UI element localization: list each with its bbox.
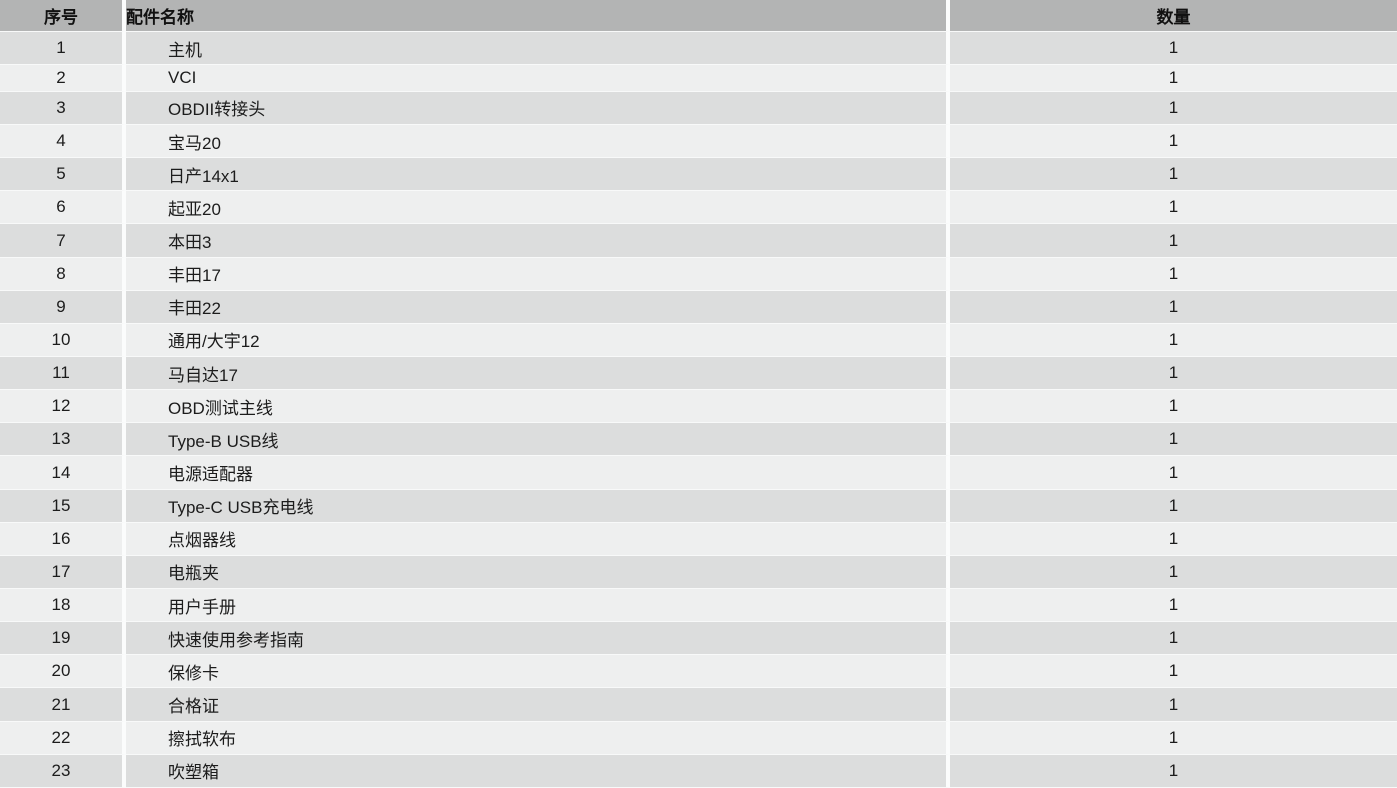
table-row: 18 用户手册 1 bbox=[0, 589, 1397, 623]
header-row: 序号 配件名称 数量 bbox=[0, 0, 1397, 32]
col-header-index: 序号 bbox=[0, 0, 126, 32]
cell-qty: 1 bbox=[950, 456, 1397, 490]
table-row: 10 通用/大宇12 1 bbox=[0, 323, 1397, 358]
cell-name: 吹塑箱 bbox=[126, 754, 950, 788]
cell-name: 电源适配器 bbox=[126, 456, 950, 490]
table-row: 13 Type-B USB线 1 bbox=[0, 423, 1397, 457]
cell-index: 16 bbox=[0, 522, 126, 556]
cell-index: 4 bbox=[0, 125, 126, 159]
cell-qty: 1 bbox=[950, 191, 1397, 225]
cell-index: 19 bbox=[0, 622, 126, 656]
cell-qty: 1 bbox=[950, 91, 1397, 126]
cell-name: 用户手册 bbox=[126, 589, 950, 623]
cell-index: 9 bbox=[0, 290, 126, 324]
table-row: 20 保修卡 1 bbox=[0, 655, 1397, 689]
cell-name: 主机 bbox=[126, 32, 950, 66]
table-row: 8 丰田17 1 bbox=[0, 257, 1397, 291]
cell-name: 丰田22 bbox=[126, 290, 950, 324]
cell-name: 合格证 bbox=[126, 688, 950, 722]
cell-qty: 1 bbox=[950, 224, 1397, 258]
cell-qty: 1 bbox=[950, 357, 1397, 391]
cell-name: 快速使用参考指南 bbox=[126, 622, 950, 656]
table-row: 5 日产14x1 1 bbox=[0, 158, 1397, 192]
cell-qty: 1 bbox=[950, 622, 1397, 656]
cell-name: Type-C USB充电线 bbox=[126, 489, 950, 523]
cell-name: 保修卡 bbox=[126, 655, 950, 689]
cell-qty: 1 bbox=[950, 489, 1397, 523]
cell-index: 20 bbox=[0, 655, 126, 689]
cell-name: 点烟器线 bbox=[126, 522, 950, 556]
cell-index: 13 bbox=[0, 423, 126, 457]
table-row: 16 点烟器线 1 bbox=[0, 522, 1397, 556]
cell-name: 本田3 bbox=[126, 224, 950, 258]
col-header-qty: 数量 bbox=[950, 0, 1397, 32]
cell-qty: 1 bbox=[950, 32, 1397, 66]
cell-index: 10 bbox=[0, 323, 126, 358]
cell-qty: 1 bbox=[950, 655, 1397, 689]
cell-name: VCI bbox=[126, 65, 950, 92]
cell-index: 22 bbox=[0, 721, 126, 755]
cell-name: 宝马20 bbox=[126, 125, 950, 159]
table-row: 11 马自达17 1 bbox=[0, 357, 1397, 391]
cell-qty: 1 bbox=[950, 65, 1397, 92]
cell-index: 1 bbox=[0, 32, 126, 66]
table-row: 1 主机 1 bbox=[0, 32, 1397, 66]
cell-index: 11 bbox=[0, 357, 126, 391]
table-row: 15 Type-C USB充电线 1 bbox=[0, 489, 1397, 523]
cell-index: 2 bbox=[0, 65, 126, 92]
cell-qty: 1 bbox=[950, 290, 1397, 324]
table-row: 22 擦拭软布 1 bbox=[0, 721, 1397, 755]
cell-qty: 1 bbox=[950, 522, 1397, 556]
table-row: 12 OBD测试主线 1 bbox=[0, 390, 1397, 424]
table-row: 14 电源适配器 1 bbox=[0, 456, 1397, 490]
cell-index: 23 bbox=[0, 754, 126, 788]
cell-name: 日产14x1 bbox=[126, 158, 950, 192]
cell-name: 擦拭软布 bbox=[126, 721, 950, 755]
table-row: 7 本田3 1 bbox=[0, 224, 1397, 258]
cell-index: 15 bbox=[0, 489, 126, 523]
col-header-name: 配件名称 bbox=[126, 0, 950, 32]
cell-qty: 1 bbox=[950, 125, 1397, 159]
cell-qty: 1 bbox=[950, 688, 1397, 722]
cell-index: 17 bbox=[0, 555, 126, 590]
cell-index: 8 bbox=[0, 257, 126, 291]
cell-qty: 1 bbox=[950, 323, 1397, 358]
cell-name: 丰田17 bbox=[126, 257, 950, 291]
cell-qty: 1 bbox=[950, 158, 1397, 192]
cell-name: OBD测试主线 bbox=[126, 390, 950, 424]
table-row: 23 吹塑箱 1 bbox=[0, 754, 1397, 788]
cell-qty: 1 bbox=[950, 589, 1397, 623]
cell-index: 6 bbox=[0, 191, 126, 225]
cell-name: 马自达17 bbox=[126, 357, 950, 391]
cell-name: Type-B USB线 bbox=[126, 423, 950, 457]
table-row: 19 快速使用参考指南 1 bbox=[0, 622, 1397, 656]
cell-qty: 1 bbox=[950, 257, 1397, 291]
cell-qty: 1 bbox=[950, 555, 1397, 590]
cell-name: 电瓶夹 bbox=[126, 555, 950, 590]
cell-name: 起亚20 bbox=[126, 191, 950, 225]
cell-index: 18 bbox=[0, 589, 126, 623]
table-row: 9 丰田22 1 bbox=[0, 290, 1397, 324]
cell-name: OBDII转接头 bbox=[126, 91, 950, 126]
cell-index: 14 bbox=[0, 456, 126, 490]
cell-qty: 1 bbox=[950, 754, 1397, 788]
table-row: 3 OBDII转接头 1 bbox=[0, 91, 1397, 126]
cell-index: 5 bbox=[0, 158, 126, 192]
cell-index: 12 bbox=[0, 390, 126, 424]
cell-index: 3 bbox=[0, 91, 126, 126]
cell-index: 7 bbox=[0, 224, 126, 258]
table-row: 6 起亚20 1 bbox=[0, 191, 1397, 225]
cell-name: 通用/大宇12 bbox=[126, 323, 950, 358]
table-row: 4 宝马20 1 bbox=[0, 125, 1397, 159]
cell-index: 21 bbox=[0, 688, 126, 722]
table-body: 1 主机 1 2 VCI 1 3 OBDII转接头 1 4 宝马20 1 5 日… bbox=[0, 32, 1397, 788]
table-row: 21 合格证 1 bbox=[0, 688, 1397, 722]
table-row: 2 VCI 1 bbox=[0, 65, 1397, 92]
cell-qty: 1 bbox=[950, 721, 1397, 755]
cell-qty: 1 bbox=[950, 423, 1397, 457]
table-row: 17 电瓶夹 1 bbox=[0, 555, 1397, 590]
cell-qty: 1 bbox=[950, 390, 1397, 424]
